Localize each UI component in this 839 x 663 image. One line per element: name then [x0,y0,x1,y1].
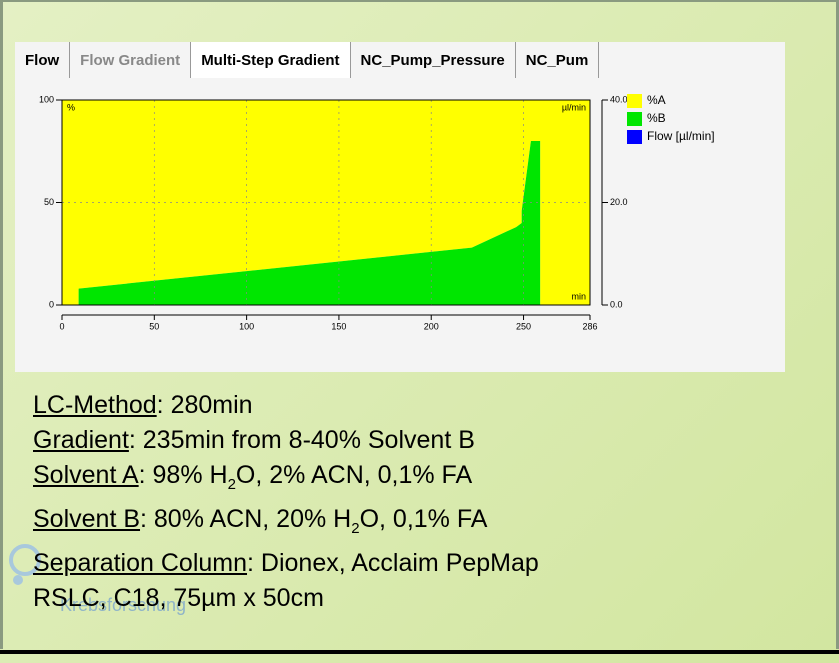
subscript: 2 [351,520,360,537]
logo-text: Krebsforschung [60,595,187,615]
tab[interactable]: NC_Pum [516,42,600,78]
frame [0,0,839,649]
y2-tick-label: 20.0 [610,197,628,207]
note-label: Solvent A [33,461,139,489]
note-text: RSLC, C18, 75µm x 50cm [33,584,324,612]
y-tick-label: 50 [44,197,54,207]
y2-tick-label: 0.0 [610,299,623,309]
tab[interactable]: Multi-Step Gradient [191,42,351,78]
chart: 0 50 100 0.0 20.0 40.0 0 50 100 150 200 250 286% µl/m… [39,93,715,331]
chart-panel: Flow Flow Gradient Multi-Step Gradient NC_P… [15,42,785,372]
x-tick-label: 0 [59,321,64,331]
note-label: LC-Method [33,391,157,419]
legend-label: Flow [µl/min] [647,129,715,143]
note-text: : Dionex, Acclaim PepMap [247,549,539,577]
note-line: Gradient: 235min from 8-40% Solvent B [33,423,539,458]
x-tick-label: 150 [331,321,346,331]
tab-bar: Flow Flow Gradient Multi-Step Gradient NC_P… [15,42,600,78]
note-line: Separation Column: Dionex, Acclaim PepMa… [33,546,539,581]
note-line: RSLC, C18, 75µm x 50cm [33,581,539,616]
note-text: : 98% H [138,461,228,489]
tab[interactable]: NC_Pump_Pressure [351,42,516,78]
x-tick-label: 286 [582,321,597,331]
note-text: O, 0,1% FA [359,505,488,533]
note-text: : 235min from 8-40% Solvent B [128,426,475,454]
x-unit: min [571,291,586,301]
y-tick-label: 0 [49,299,54,309]
legend-swatch [627,130,642,144]
legend-swatch [627,112,642,126]
y2-tick-label: 40.0 [610,94,628,104]
y-tick-label: 100 [39,94,54,104]
note-label: Separation Column [33,549,248,577]
note-label: Gradient [33,426,129,454]
bottom-rule [0,650,839,654]
note-line: LC-Method: 280min [33,388,539,423]
logo-icon [9,544,41,585]
note-label: Solvent B [33,505,141,533]
tab[interactable]: Flow Gradient [70,42,192,78]
note-text: O, 2% ACN, 0,1% FA [235,461,473,489]
y2-unit: µl/min [562,102,586,112]
note-line: Solvent A: 98% H2O, 2% ACN, 0,1% FA [33,458,539,502]
x-tick-label: 50 [149,321,159,331]
x-tick-label: 200 [424,321,439,331]
tab[interactable]: Flow [15,42,71,78]
legend-label: %A [647,93,666,107]
logo-dot [13,575,23,585]
y-unit: % [67,102,75,112]
note-text: : 280min [156,391,253,419]
area [62,141,590,305]
subscript: 2 [227,476,236,493]
note-line: Solvent B: 80% ACN, 20% H2O, 0,1% FA [33,502,539,546]
legend-label: %B [647,111,666,125]
note-text: : 80% ACN, 20% H [140,505,352,533]
x-tick-label: 250 [516,321,531,331]
x-tick-label: 100 [239,321,254,331]
notes: LC-Method: 280min Gradient: 235min from 8… [33,388,539,616]
logo-ring [9,544,41,576]
legend-swatch [627,94,642,108]
